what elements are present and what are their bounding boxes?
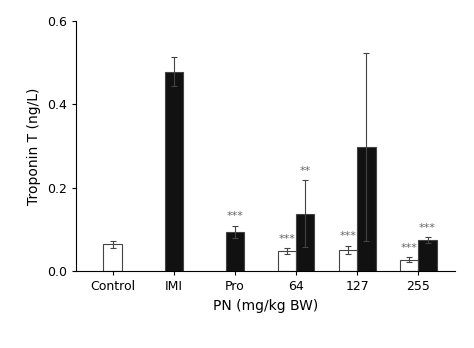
Y-axis label: Troponin T (ng/L): Troponin T (ng/L) bbox=[27, 87, 41, 205]
Text: **: ** bbox=[300, 166, 311, 176]
Text: ***: *** bbox=[278, 234, 295, 244]
Text: ***: *** bbox=[339, 231, 356, 242]
Bar bbox=[103, 244, 122, 271]
Bar bbox=[419, 240, 437, 271]
Bar bbox=[226, 232, 244, 271]
Text: ***: *** bbox=[419, 223, 436, 232]
Text: ***: *** bbox=[401, 243, 418, 253]
Bar bbox=[339, 250, 357, 271]
X-axis label: PN (mg/kg BW): PN (mg/kg BW) bbox=[213, 299, 318, 313]
Bar bbox=[164, 72, 183, 271]
Bar bbox=[296, 214, 314, 271]
Bar bbox=[357, 147, 375, 271]
Bar bbox=[400, 260, 419, 271]
Text: ***: *** bbox=[227, 211, 243, 221]
Bar bbox=[278, 251, 296, 271]
